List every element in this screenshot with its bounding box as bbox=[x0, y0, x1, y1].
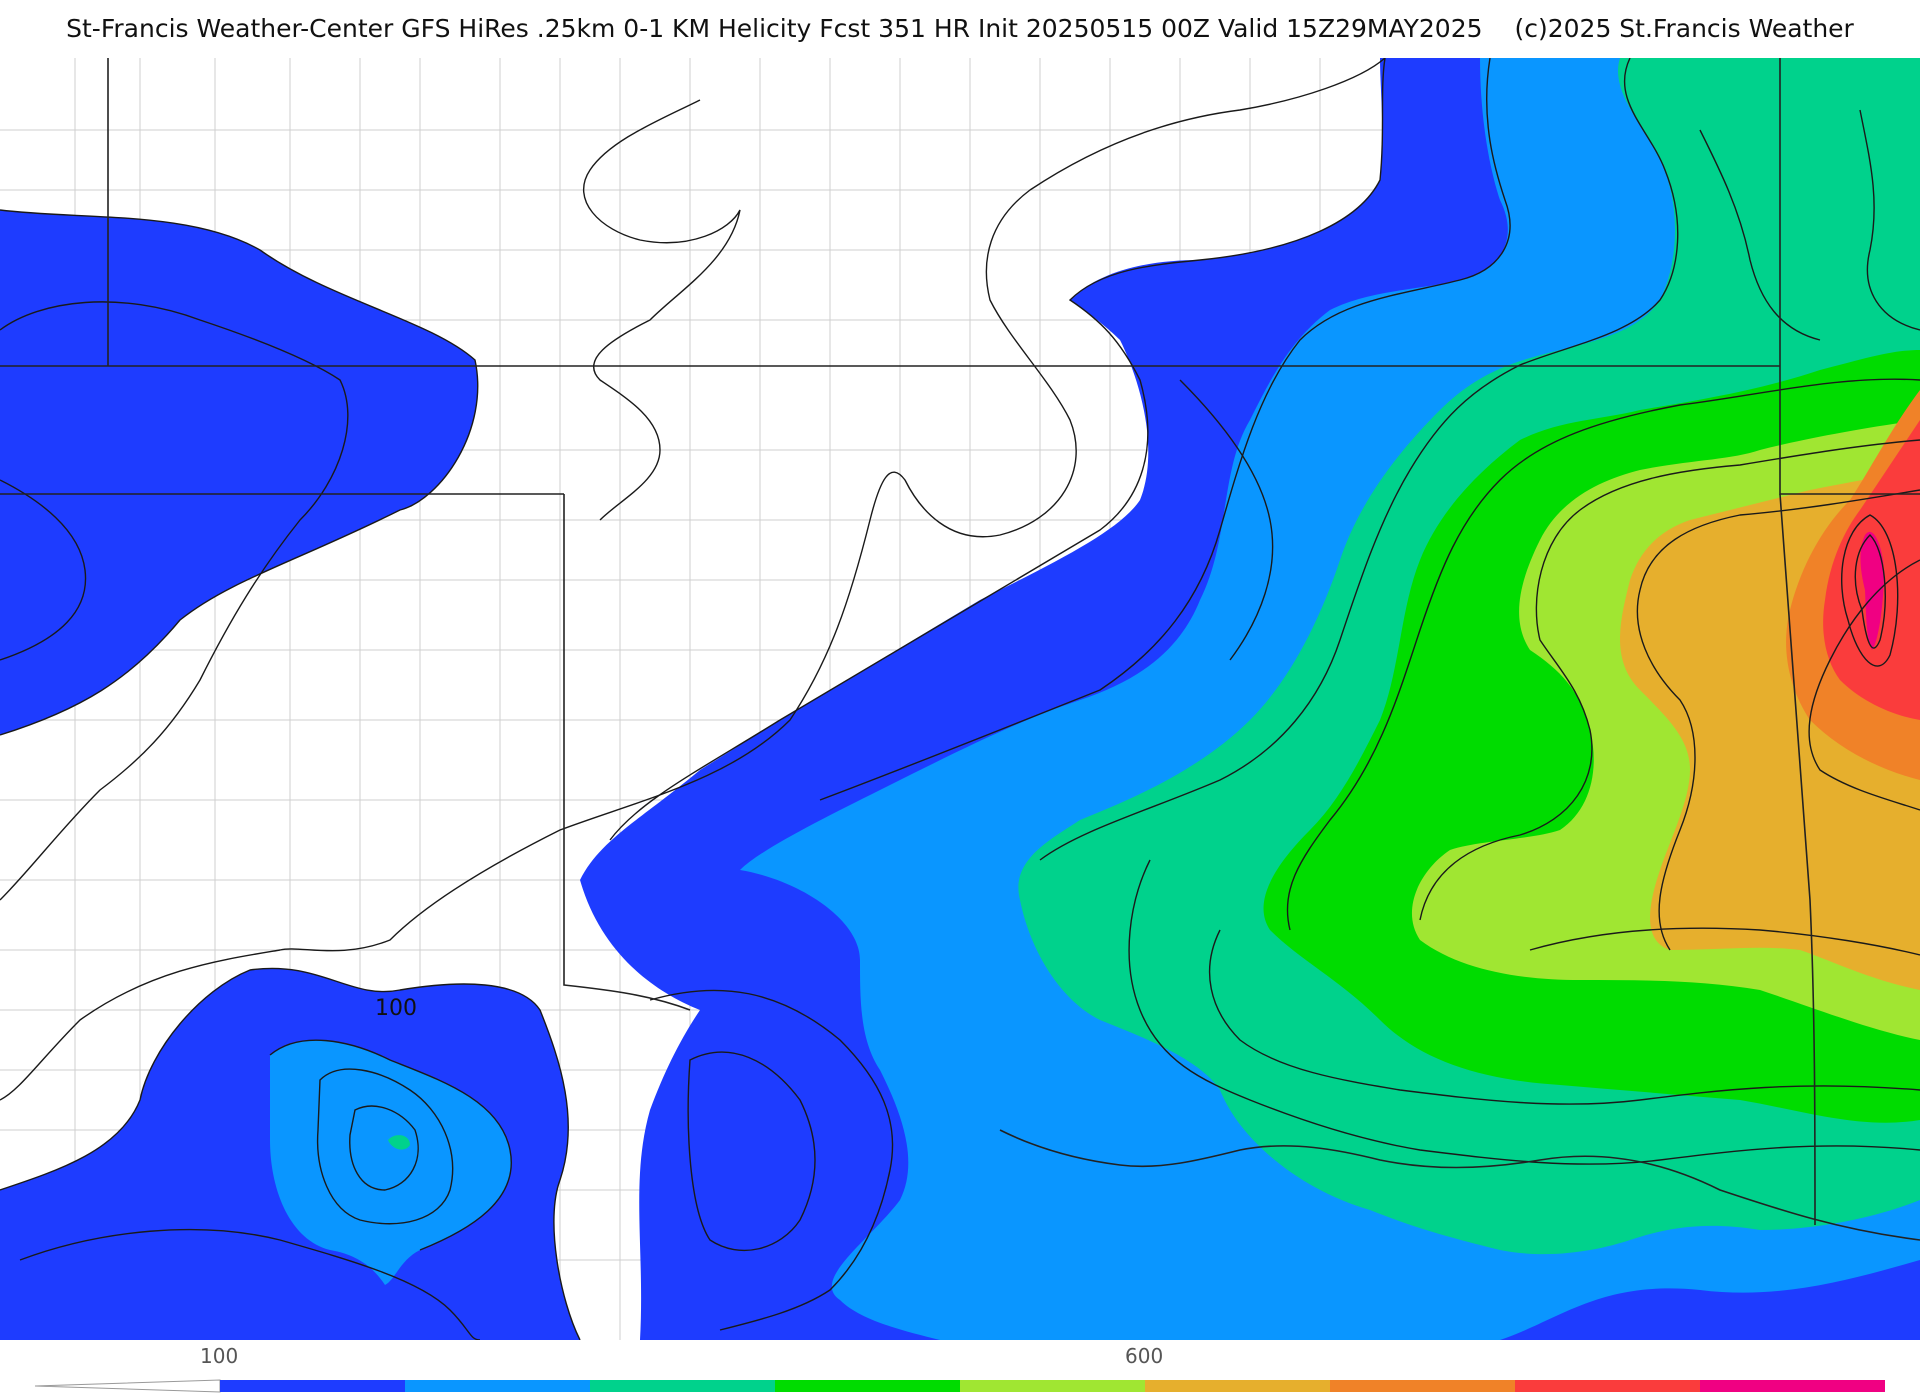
colorbar-tick-label: 600 bbox=[1125, 1344, 1164, 1368]
colorbar-cell-6 bbox=[1330, 1380, 1515, 1392]
helicity-band-900 bbox=[1860, 531, 1884, 650]
colorbar-cell-0 bbox=[220, 1380, 405, 1392]
helicity-band-sw-light bbox=[270, 1040, 512, 1285]
helicity-contours bbox=[0, 58, 1920, 1340]
map-title: St-Francis Weather-Center GFS HiRes .25k… bbox=[0, 14, 1920, 43]
colorbar-cell-4 bbox=[960, 1380, 1145, 1392]
contour-label-100: 100 bbox=[375, 996, 417, 1021]
copyright-text: (c)2025 St.Francis Weather bbox=[1514, 14, 1854, 43]
colorbar-right-arrow bbox=[1700, 1380, 1885, 1392]
colorbar-cell-7 bbox=[1515, 1380, 1700, 1392]
state-boundaries bbox=[0, 58, 1920, 1241]
title-text: St-Francis Weather-Center GFS HiRes .25k… bbox=[66, 14, 1483, 43]
colorbar-cell-3 bbox=[775, 1380, 960, 1392]
colorbar-tick-label: 100 bbox=[200, 1344, 239, 1368]
helicity-map: 100 bbox=[0, 58, 1920, 1340]
low-helicity-contours bbox=[0, 58, 1386, 1101]
colorbar-cell-2 bbox=[590, 1380, 775, 1392]
colorbar-cell-1 bbox=[405, 1380, 590, 1392]
colorbar bbox=[0, 1376, 1920, 1396]
helicity-band-sw-green bbox=[388, 1135, 410, 1150]
helicity-band-nw bbox=[0, 210, 478, 735]
colorbar-cell-5 bbox=[1145, 1380, 1330, 1392]
colorbar-left-arrow bbox=[34, 1379, 221, 1393]
